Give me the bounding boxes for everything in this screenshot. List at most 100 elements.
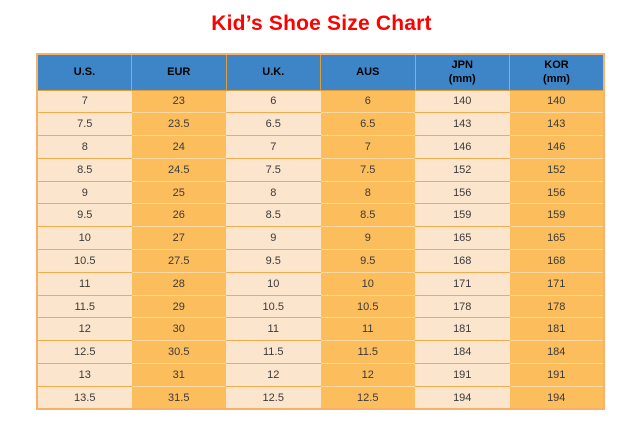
- table-row: 10 27 9 9 165 165: [37, 226, 604, 251]
- table-cell: 27.5: [131, 249, 226, 273]
- table-cell: 24: [131, 135, 226, 159]
- table-cell: 146: [509, 135, 604, 159]
- table-row: 9 25 8 8 156 156: [37, 181, 604, 205]
- table-cell: 7.5: [320, 158, 415, 182]
- table-cell: 28: [131, 272, 226, 296]
- column-header-kor: KOR (mm): [509, 53, 605, 91]
- table-cell: 159: [415, 203, 510, 228]
- table-row: 9.5 26 8.5 8.5 159 159: [37, 203, 604, 228]
- table-cell: 27: [131, 226, 226, 251]
- table-cell: 194: [415, 386, 510, 410]
- table-cell: 31.5: [131, 386, 226, 410]
- table-cell: 6.5: [320, 112, 415, 137]
- column-sublabel: (mm): [543, 73, 570, 86]
- table-cell: 6: [320, 90, 415, 114]
- table-cell: 12: [320, 363, 415, 387]
- table-cell: 146: [415, 135, 510, 159]
- table-row: 8.5 24.5 7.5 7.5 152 152: [37, 158, 604, 182]
- table-cell: 168: [415, 249, 510, 273]
- table-cell: 140: [415, 90, 510, 114]
- table-row: 7 23 6 6 140 140: [37, 90, 604, 114]
- table-cell: 184: [509, 340, 604, 365]
- table-cell: 11: [226, 317, 321, 342]
- table-row: 13 31 12 12 191 191: [37, 363, 604, 387]
- table-cell: 26: [131, 203, 226, 228]
- table-cell: 143: [509, 112, 604, 137]
- table-cell: 165: [415, 226, 510, 251]
- column-label: U.K.: [262, 66, 285, 79]
- table-cell: 9: [320, 226, 415, 251]
- table-cell: 13: [37, 363, 132, 387]
- table-cell: 7: [226, 135, 321, 159]
- table-cell: 11.5: [226, 340, 321, 365]
- table-cell: 7.5: [226, 158, 321, 182]
- column-header-us: U.S.: [36, 53, 132, 91]
- table-cell: 9.5: [226, 249, 321, 273]
- table-cell: 10: [320, 272, 415, 296]
- column-label: AUS: [356, 66, 380, 79]
- table-cell: 6: [226, 90, 321, 114]
- table-cell: 25: [131, 181, 226, 205]
- table-row: 8 24 7 7 146 146: [37, 135, 604, 159]
- table-cell: 7: [37, 90, 132, 114]
- column-sublabel: (mm): [448, 73, 476, 86]
- table-row: 12 30 11 11 181 181: [37, 317, 604, 342]
- table-cell: 9.5: [37, 203, 132, 228]
- page-title: Kid’s Shoe Size Chart: [211, 12, 432, 35]
- table-cell: 9: [226, 226, 321, 251]
- table-cell: 11.5: [320, 340, 415, 365]
- table-body: 7 23 6 6 140 140 7.5 23.5 6.5 6.5 143 143 8 24 7 7 146 14…: [37, 90, 604, 410]
- table-cell: 140: [509, 90, 604, 114]
- table-cell: 6.5: [226, 112, 321, 137]
- table-cell: 12.5: [226, 386, 321, 410]
- table-cell: 194: [509, 386, 604, 410]
- table-cell: 12.5: [320, 386, 415, 410]
- table-cell: 9: [37, 181, 132, 205]
- table-cell: 8: [226, 181, 321, 205]
- table-cell: 168: [509, 249, 604, 273]
- table-cell: 156: [509, 181, 604, 205]
- table-cell: 10.5: [37, 249, 132, 273]
- table-cell: 7: [320, 135, 415, 159]
- column-header-aus: AUS: [320, 53, 416, 91]
- table-cell: 152: [415, 158, 510, 182]
- table-row: 10.5 27.5 9.5 9.5 168 168: [37, 249, 604, 273]
- table-cell: 156: [415, 181, 510, 205]
- table-cell: 10.5: [320, 295, 415, 319]
- table-cell: 12: [226, 363, 321, 387]
- table-cell: 10.5: [226, 295, 321, 319]
- table-cell: 23: [131, 90, 226, 114]
- column-header-uk: U.K.: [225, 53, 321, 91]
- table-cell: 181: [415, 317, 510, 342]
- table-cell: 10: [226, 272, 321, 296]
- table-cell: 29: [131, 295, 226, 319]
- table-row: 12.5 30.5 11.5 11.5 184 184: [37, 340, 604, 365]
- column-label: KOR: [544, 59, 569, 72]
- table-cell: 11: [320, 317, 415, 342]
- table-cell: 11: [37, 272, 132, 296]
- table-cell: 8.5: [37, 158, 132, 182]
- table-cell: 12: [37, 317, 132, 342]
- table-cell: 23.5: [131, 112, 226, 137]
- table-cell: 165: [509, 226, 604, 251]
- table-cell: 178: [415, 295, 510, 319]
- table-cell: 7.5: [37, 112, 132, 137]
- column-header-eur: EUR: [131, 53, 227, 91]
- table-cell: 8.5: [320, 203, 415, 228]
- table-cell: 171: [509, 272, 604, 296]
- table-row: 13.5 31.5 12.5 12.5 194 194: [37, 386, 604, 410]
- table-cell: 30.5: [131, 340, 226, 365]
- table-cell: 191: [509, 363, 604, 387]
- table-cell: 24.5: [131, 158, 226, 182]
- table-cell: 10: [37, 226, 132, 251]
- table-cell: 143: [415, 112, 510, 137]
- table-cell: 8: [320, 181, 415, 205]
- table-row: 11 28 10 10 171 171: [37, 272, 604, 296]
- column-label: EUR: [167, 66, 191, 79]
- table-cell: 171: [415, 272, 510, 296]
- column-label: U.S.: [73, 66, 96, 79]
- table-cell: 30: [131, 317, 226, 342]
- table-cell: 178: [509, 295, 604, 319]
- column-header-jpn: JPN (mm): [414, 53, 510, 91]
